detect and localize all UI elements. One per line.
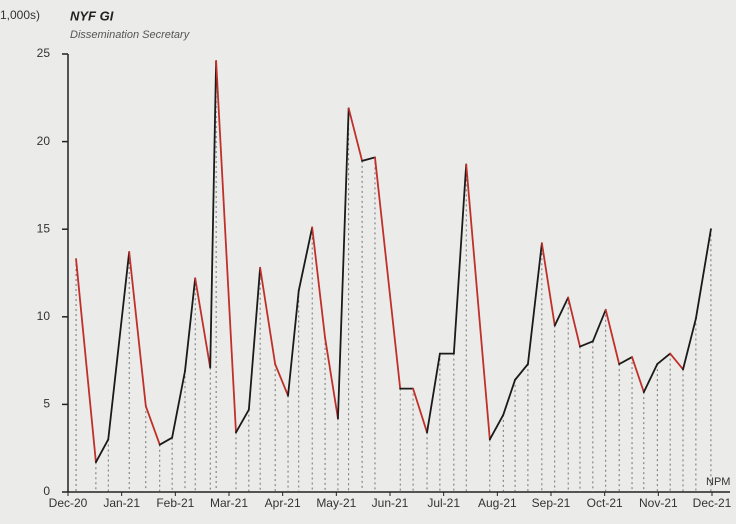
line-segment <box>194 277 212 369</box>
x-tick-label: Sep-21 <box>532 496 571 510</box>
y-tick-label: 15 <box>37 221 51 235</box>
line-segment <box>259 266 277 366</box>
x-tick-label: Jun-21 <box>372 496 409 510</box>
line-segment <box>144 405 161 446</box>
line-segment <box>631 356 645 394</box>
line-segment <box>75 258 97 464</box>
line-segment <box>158 436 174 446</box>
y-tick-label: 0 <box>43 484 50 498</box>
x-tick-label: May-21 <box>316 496 356 510</box>
line-segment <box>591 308 607 343</box>
line-segment <box>337 107 350 420</box>
x-tick-label: Mar-21 <box>210 496 248 510</box>
line-segment <box>274 363 289 397</box>
line-segment <box>682 317 697 371</box>
line-segment <box>184 277 197 373</box>
line-segment <box>502 378 516 416</box>
line-segment <box>347 107 363 162</box>
line-segment <box>656 352 672 366</box>
line-segment <box>95 438 110 464</box>
line-segment <box>695 228 712 320</box>
line-segment <box>128 251 147 408</box>
y-tick-label: 10 <box>37 309 51 323</box>
chart-subtitle: Dissemination Secretary <box>70 29 191 41</box>
y-tick-label: 25 <box>37 46 51 60</box>
y-tick-label: 20 <box>37 134 51 148</box>
x-tick-label: Apr-21 <box>265 496 301 510</box>
x-tick-label: Jan-21 <box>103 496 140 510</box>
line-segment <box>426 352 441 434</box>
line-segment <box>465 163 491 441</box>
y-tick-label: 5 <box>43 397 50 411</box>
x-tick-label: Oct-21 <box>587 496 623 510</box>
unit-label: 1,000s) <box>0 8 40 22</box>
line-segment <box>553 296 570 327</box>
chart-title: NYF GI <box>70 8 114 23</box>
line-segment <box>488 414 505 441</box>
line-segment <box>247 266 262 411</box>
line-segment <box>604 308 621 366</box>
line-segment <box>527 242 543 366</box>
line-segment <box>412 387 428 434</box>
corner-label: NPM <box>706 476 730 488</box>
line-segment <box>642 363 659 394</box>
line-segment <box>311 226 326 339</box>
line-segment <box>361 156 376 162</box>
line-segment <box>324 336 339 420</box>
line-segment <box>215 60 237 434</box>
line-segment <box>209 60 218 369</box>
line-segment <box>235 408 250 434</box>
x-tick-label: Dec-21 <box>693 496 732 510</box>
x-tick-label: Jul-21 <box>427 496 460 510</box>
x-tick-label: Nov-21 <box>639 496 678 510</box>
line-segment <box>452 163 468 355</box>
line-segment <box>618 356 633 366</box>
line-segment <box>107 251 131 441</box>
line-segment <box>540 242 556 327</box>
line-segment <box>171 370 186 439</box>
x-tick-label: Feb-21 <box>156 496 194 510</box>
line-segment <box>669 352 684 371</box>
line-segment <box>374 156 402 390</box>
x-tick-label: Dec-20 <box>49 496 88 510</box>
line-segment <box>579 340 594 348</box>
line-segment <box>297 226 314 292</box>
line-segment <box>567 296 581 348</box>
line-segment <box>287 289 300 397</box>
x-tick-label: Aug-21 <box>478 496 517 510</box>
line-segment <box>514 363 529 381</box>
